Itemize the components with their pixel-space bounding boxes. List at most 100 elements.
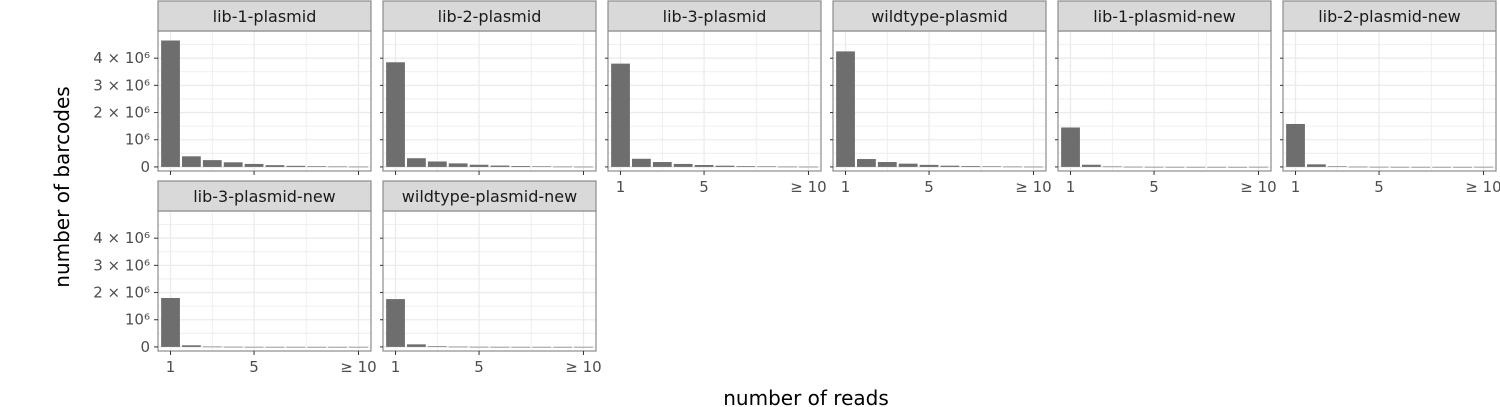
x-tick-label: ≥ 10 xyxy=(1015,178,1051,196)
bar-lib-3-plasmid-5 xyxy=(694,165,714,167)
bar-lib-2-plasmid-5 xyxy=(469,164,489,167)
bar-wildtype-plasmid-new-ge10 xyxy=(574,346,593,348)
bar-wildtype-plasmid-3 xyxy=(877,162,897,167)
bar-lib-1-plasmid-ge10 xyxy=(349,166,368,168)
strip-label-lib-2-plasmid-new: lib-2-plasmid-new xyxy=(1318,7,1461,26)
bar-lib-1-plasmid-new-4 xyxy=(1123,166,1143,168)
y-tick-label: 4 × 10⁶ xyxy=(93,49,150,67)
bar-lib-1-plasmid-4 xyxy=(223,162,243,167)
bar-wildtype-plasmid-1 xyxy=(836,51,855,167)
bar-lib-3-plasmid-new-9 xyxy=(328,346,347,348)
bar-lib-3-plasmid-new-4 xyxy=(223,346,243,348)
bar-wildtype-plasmid-6 xyxy=(940,165,960,167)
bar-wildtype-plasmid-new-1 xyxy=(386,299,405,347)
bar-lib-2-plasmid-new-2 xyxy=(1307,164,1326,167)
bar-lib-2-plasmid-new-9 xyxy=(1453,166,1472,168)
bar-lib-2-plasmid-9 xyxy=(553,166,572,168)
bar-lib-3-plasmid-new-5 xyxy=(244,346,264,348)
panel-background xyxy=(383,31,596,171)
bar-wildtype-plasmid-new-2 xyxy=(407,344,426,347)
bar-lib-1-plasmid-8 xyxy=(307,166,327,167)
facet-lib-1-plasmid-new: lib-1-plasmid-new 1 5 ≥ 10 xyxy=(1055,0,1277,196)
bar-wildtype-plasmid-9 xyxy=(1003,166,1022,168)
bar-lib-2-plasmid-new-8 xyxy=(1432,166,1452,168)
panel-background xyxy=(608,31,821,171)
x-tick-label: 5 xyxy=(249,358,259,376)
y-tick-label: 0 xyxy=(140,338,150,356)
strip-background xyxy=(1057,0,1272,32)
x-tick-label: 5 xyxy=(1149,178,1159,196)
bar-lib-3-plasmid-ge10 xyxy=(799,166,818,168)
bar-lib-3-plasmid-2 xyxy=(632,158,651,167)
bar-lib-1-plasmid-new-7 xyxy=(1186,166,1206,168)
bar-lib-2-plasmid-1 xyxy=(386,62,405,167)
bar-wildtype-plasmid-5 xyxy=(919,164,939,167)
y-tick-label: 10⁶ xyxy=(125,311,150,329)
facet-wildtype-plasmid: wildtype-plasmid 1 5 ≥ 10 xyxy=(830,0,1052,196)
bar-wildtype-plasmid-new-6 xyxy=(490,346,510,348)
bar-lib-2-plasmid-new-7 xyxy=(1411,166,1431,168)
facet-wildtype-plasmid-new: wildtype-plasmid-new 1 5 ≥ 10 xyxy=(380,180,602,376)
bar-lib-1-plasmid-3 xyxy=(202,160,222,167)
facet-panels: lib-1-plasmid 0 10⁶ 2 × 10⁶ 3 × 10⁶ 4 × 10⁶ li… xyxy=(93,0,1500,376)
bar-wildtype-plasmid-new-9 xyxy=(553,346,572,348)
bar-lib-2-plasmid-new-6 xyxy=(1390,166,1410,168)
panel-background xyxy=(158,211,371,351)
bar-lib-1-plasmid-6 xyxy=(265,165,285,167)
strip-background xyxy=(382,180,597,212)
x-tick-label: ≥ 10 xyxy=(565,358,601,376)
bar-lib-1-plasmid-new-8 xyxy=(1207,166,1227,168)
bar-lib-3-plasmid-new-6 xyxy=(265,346,285,348)
bar-lib-2-plasmid-new-ge10 xyxy=(1474,166,1493,168)
y-tick-label: 2 × 10⁶ xyxy=(93,104,150,122)
bar-wildtype-plasmid-new-3 xyxy=(427,346,447,347)
bar-lib-3-plasmid-3 xyxy=(652,162,672,167)
bar-lib-2-plasmid-ge10 xyxy=(574,166,593,168)
bar-lib-2-plasmid-6 xyxy=(490,165,510,167)
bar-lib-3-plasmid-new-8 xyxy=(307,346,327,348)
strip-label-lib-1-plasmid: lib-1-plasmid xyxy=(213,7,317,26)
panel-background xyxy=(383,211,596,351)
bar-wildtype-plasmid-7 xyxy=(961,166,981,167)
bar-lib-2-plasmid-7 xyxy=(511,166,531,167)
strip-label-wildtype-plasmid-new: wildtype-plasmid-new xyxy=(402,187,577,206)
panel-background xyxy=(1283,31,1496,171)
bar-lib-1-plasmid-new-9 xyxy=(1228,166,1247,168)
bar-lib-2-plasmid-new-3 xyxy=(1327,166,1347,167)
strip-background xyxy=(832,0,1047,32)
y-tick-label: 10⁶ xyxy=(125,131,150,149)
x-axis-title: number of reads xyxy=(723,386,889,407)
bar-wildtype-plasmid-4 xyxy=(898,163,918,167)
facet-lib-2-plasmid-new: lib-2-plasmid-new 1 5 ≥ 10 xyxy=(1280,0,1500,196)
bar-lib-1-plasmid-new-1 xyxy=(1061,127,1080,167)
strip-background xyxy=(157,180,372,212)
bar-lib-1-plasmid-2 xyxy=(182,156,201,167)
bar-lib-3-plasmid-4 xyxy=(673,163,693,167)
y-axis-title: number of barcodes xyxy=(50,86,74,287)
bar-lib-1-plasmid-new-5 xyxy=(1144,166,1164,168)
x-tick-label: ≥ 10 xyxy=(790,178,826,196)
bar-lib-2-plasmid-4 xyxy=(448,163,468,167)
facet-lib-3-plasmid: lib-3-plasmid 1 5 ≥ 10 xyxy=(605,0,827,196)
strip-background xyxy=(157,0,372,32)
y-tick-label: 3 × 10⁶ xyxy=(93,76,150,94)
bar-lib-1-plasmid-7 xyxy=(286,165,306,167)
x-tick-label: 5 xyxy=(1374,178,1384,196)
strip-label-lib-3-plasmid-new: lib-3-plasmid-new xyxy=(193,187,336,206)
bar-lib-3-plasmid-8 xyxy=(757,166,777,168)
strip-label-lib-1-plasmid-new: lib-1-plasmid-new xyxy=(1093,7,1236,26)
strip-label-lib-2-plasmid: lib-2-plasmid xyxy=(438,7,542,26)
y-tick-label: 4 × 10⁶ xyxy=(93,229,150,247)
x-tick-label: 1 xyxy=(391,358,401,376)
y-tick-label: 0 xyxy=(140,158,150,176)
bar-wildtype-plasmid-ge10 xyxy=(1024,166,1043,168)
bar-lib-1-plasmid-5 xyxy=(244,163,264,167)
bar-lib-3-plasmid-new-1 xyxy=(161,297,180,347)
bar-wildtype-plasmid-new-5 xyxy=(469,346,489,348)
x-tick-label: 1 xyxy=(616,178,626,196)
x-tick-label: 5 xyxy=(699,178,709,196)
bar-wildtype-plasmid-new-4 xyxy=(448,346,468,348)
bar-wildtype-plasmid-2 xyxy=(857,159,876,167)
bar-lib-2-plasmid-2 xyxy=(407,158,426,167)
